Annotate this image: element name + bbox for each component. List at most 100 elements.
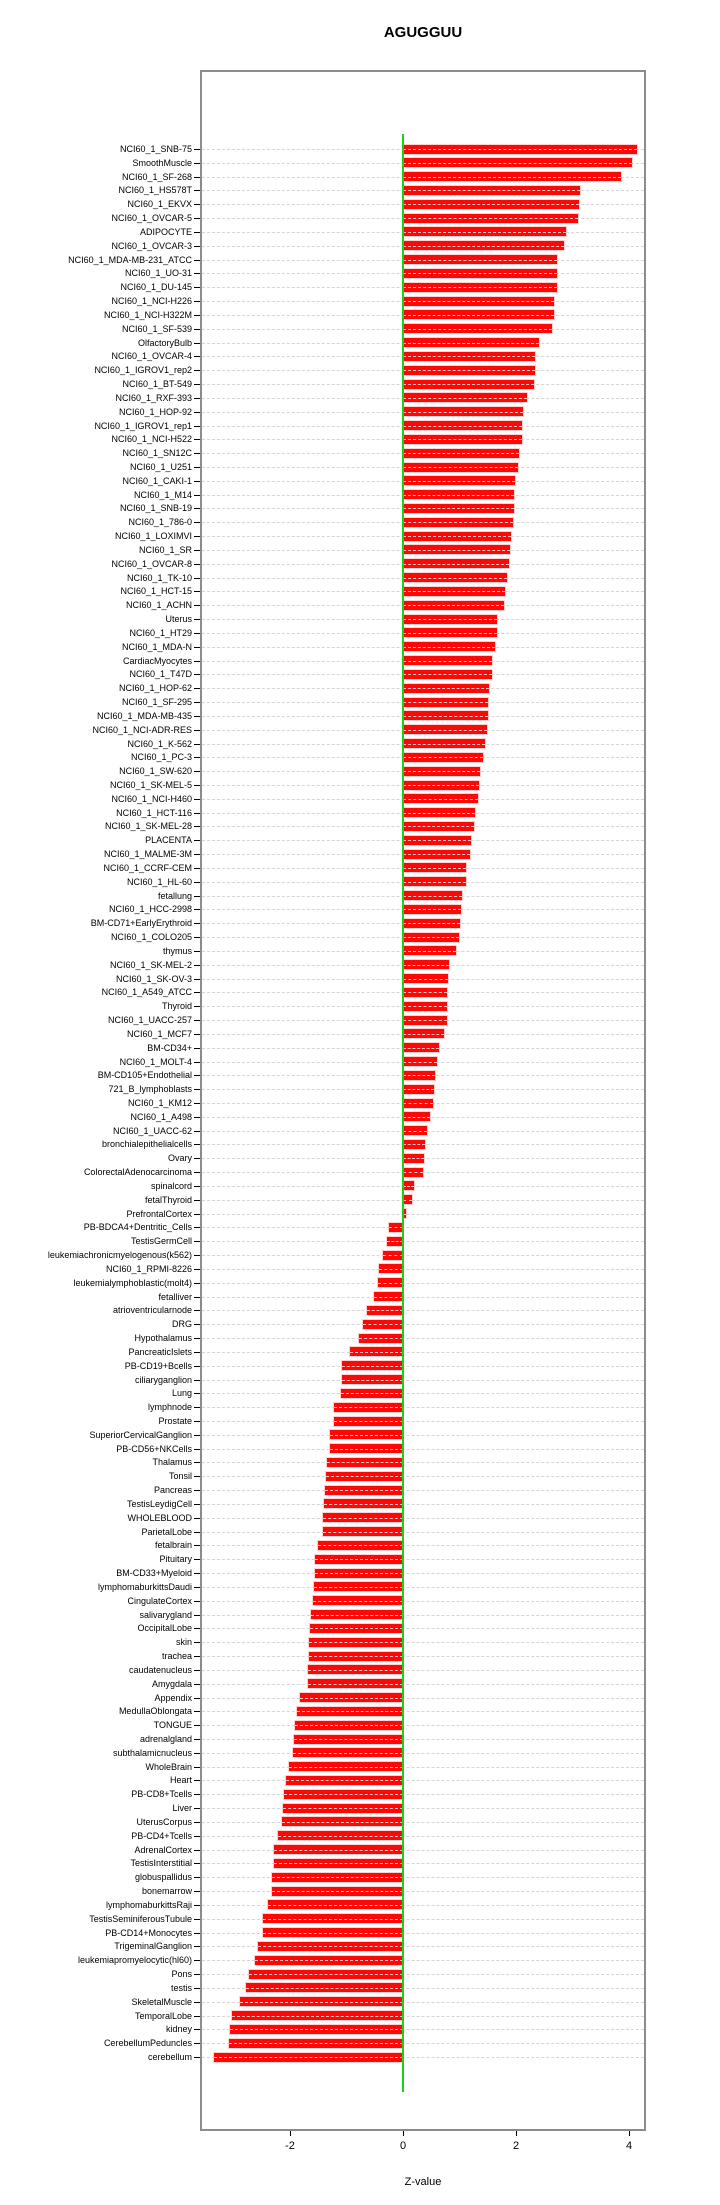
- category-label: TestisGermCell: [130, 1236, 192, 1247]
- z-value-bar: [286, 1775, 403, 1785]
- z-value-bar: [341, 1388, 403, 1398]
- category-label: thymus: [162, 945, 192, 956]
- z-value-bar: [403, 213, 578, 223]
- y-axis-tick: [194, 1683, 200, 1685]
- z-value-bar: [386, 1236, 403, 1246]
- y-axis-tick: [194, 1780, 200, 1782]
- category-label: NCI60_1_UO-31: [124, 268, 192, 279]
- bar-gridline-stripe: [258, 1946, 403, 1948]
- bar-gridline-stripe: [403, 245, 565, 247]
- category-label: Pancreas: [153, 1485, 192, 1496]
- category-label: leukemiapromyelocytic(hl60): [77, 1955, 192, 1966]
- category-label: NCI60_1_SF-295: [121, 697, 192, 708]
- row-gridline: [202, 1946, 644, 1948]
- bar-gridline-stripe: [403, 314, 554, 316]
- z-value-bar: [403, 752, 483, 762]
- z-value-bar: [403, 946, 457, 956]
- z-value-bar: [278, 1831, 403, 1841]
- category-label: NCI60_1_RXF-393: [115, 392, 192, 403]
- bar-gridline-stripe: [292, 1752, 403, 1754]
- z-value-bar: [403, 725, 488, 735]
- bar-gridline-stripe: [262, 1932, 403, 1934]
- y-axis-tick: [194, 563, 200, 565]
- z-value-bar: [403, 1057, 437, 1067]
- x-axis-tick: [629, 2131, 630, 2136]
- category-label: NCI60_1_OVCAR-4: [111, 351, 192, 362]
- y-axis-tick: [194, 619, 200, 621]
- y-axis-tick: [194, 370, 200, 372]
- category-label: ADIPOCYTE: [139, 226, 192, 237]
- bar-gridline-stripe: [278, 1835, 403, 1837]
- bar-gridline-stripe: [403, 1158, 424, 1160]
- bar-gridline-stripe: [403, 688, 489, 690]
- z-value-bar: [403, 600, 505, 610]
- y-axis-tick: [194, 1656, 200, 1658]
- z-value-bar: [309, 1637, 403, 1647]
- y-axis-tick: [194, 508, 200, 510]
- y-axis-tick: [194, 1877, 200, 1879]
- z-value-bar: [403, 421, 523, 431]
- z-value-bar: [403, 1112, 431, 1122]
- z-value-bar: [403, 1043, 439, 1053]
- category-label: NCI60_1_OVCAR-3: [111, 240, 192, 251]
- y-axis-tick: [194, 1020, 200, 1022]
- category-label: PB-BDCA4+Dentritic_Cells: [83, 1222, 192, 1233]
- bar-gridline-stripe: [403, 508, 514, 510]
- y-axis-tick: [194, 660, 200, 662]
- y-axis-tick: [194, 1904, 200, 1906]
- z-value-bar: [403, 199, 579, 209]
- z-value-bar: [403, 780, 479, 790]
- row-gridline: [202, 1421, 644, 1422]
- bar-gridline-stripe: [299, 1697, 403, 1699]
- bar-gridline-stripe: [403, 259, 558, 261]
- category-label: NCI60_1_CAKI-1: [122, 475, 192, 486]
- y-axis-tick: [194, 867, 200, 869]
- y-axis-tick: [194, 964, 200, 966]
- row-gridline: [202, 1545, 644, 1547]
- bar-gridline-stripe: [403, 453, 519, 455]
- z-value-bar: [403, 642, 496, 652]
- row-gridline: [202, 1324, 644, 1326]
- bar-gridline-stripe: [403, 328, 552, 330]
- bar-gridline-stripe: [230, 2029, 403, 2031]
- row-gridline: [202, 1199, 644, 1201]
- x-axis-tick: [290, 2131, 291, 2136]
- y-axis-tick: [194, 1891, 200, 1893]
- category-label: skin: [175, 1637, 192, 1648]
- z-value-bar: [262, 1928, 403, 1938]
- row-gridline: [202, 1697, 644, 1699]
- z-value-bar: [403, 918, 460, 928]
- y-axis-tick: [194, 1918, 200, 1920]
- bar-gridline-stripe: [403, 1185, 414, 1187]
- category-label: NCI60_1_PC-3: [130, 752, 192, 763]
- row-gridline: [202, 1669, 644, 1671]
- row-gridline: [202, 1503, 644, 1505]
- y-axis-tick: [194, 785, 200, 786]
- z-value-bar: [318, 1540, 403, 1550]
- z-value-bar: [299, 1693, 403, 1703]
- bar-gridline-stripe: [367, 1310, 403, 1312]
- y-axis-tick: [194, 1531, 200, 1533]
- bar-gridline-stripe: [325, 1476, 403, 1478]
- bar-gridline-stripe: [403, 149, 637, 150]
- z-value-bar: [403, 462, 519, 472]
- y-axis-tick: [194, 1006, 200, 1008]
- z-value-bar: [403, 669, 492, 679]
- bar-gridline-stripe: [314, 1573, 403, 1575]
- bar-gridline-stripe: [403, 702, 489, 704]
- bar-gridline-stripe: [403, 162, 632, 164]
- y-axis-tick: [194, 937, 200, 939]
- y-axis-tick: [194, 522, 200, 524]
- category-label: OccipitalLobe: [137, 1623, 192, 1634]
- bar-gridline-stripe: [403, 674, 492, 676]
- category-label: NCI60_1_HCT-15: [120, 586, 192, 597]
- category-label: trachea: [161, 1651, 192, 1662]
- bar-gridline-stripe: [274, 1849, 403, 1851]
- z-value-bar: [293, 1734, 403, 1744]
- category-label: subthalamicnucleus: [112, 1747, 192, 1758]
- bar-gridline-stripe: [377, 1282, 403, 1284]
- bar-gridline-stripe: [403, 950, 457, 952]
- bar-gridline-stripe: [403, 1172, 424, 1174]
- row-gridline: [202, 1766, 644, 1768]
- z-value-bar: [403, 683, 489, 693]
